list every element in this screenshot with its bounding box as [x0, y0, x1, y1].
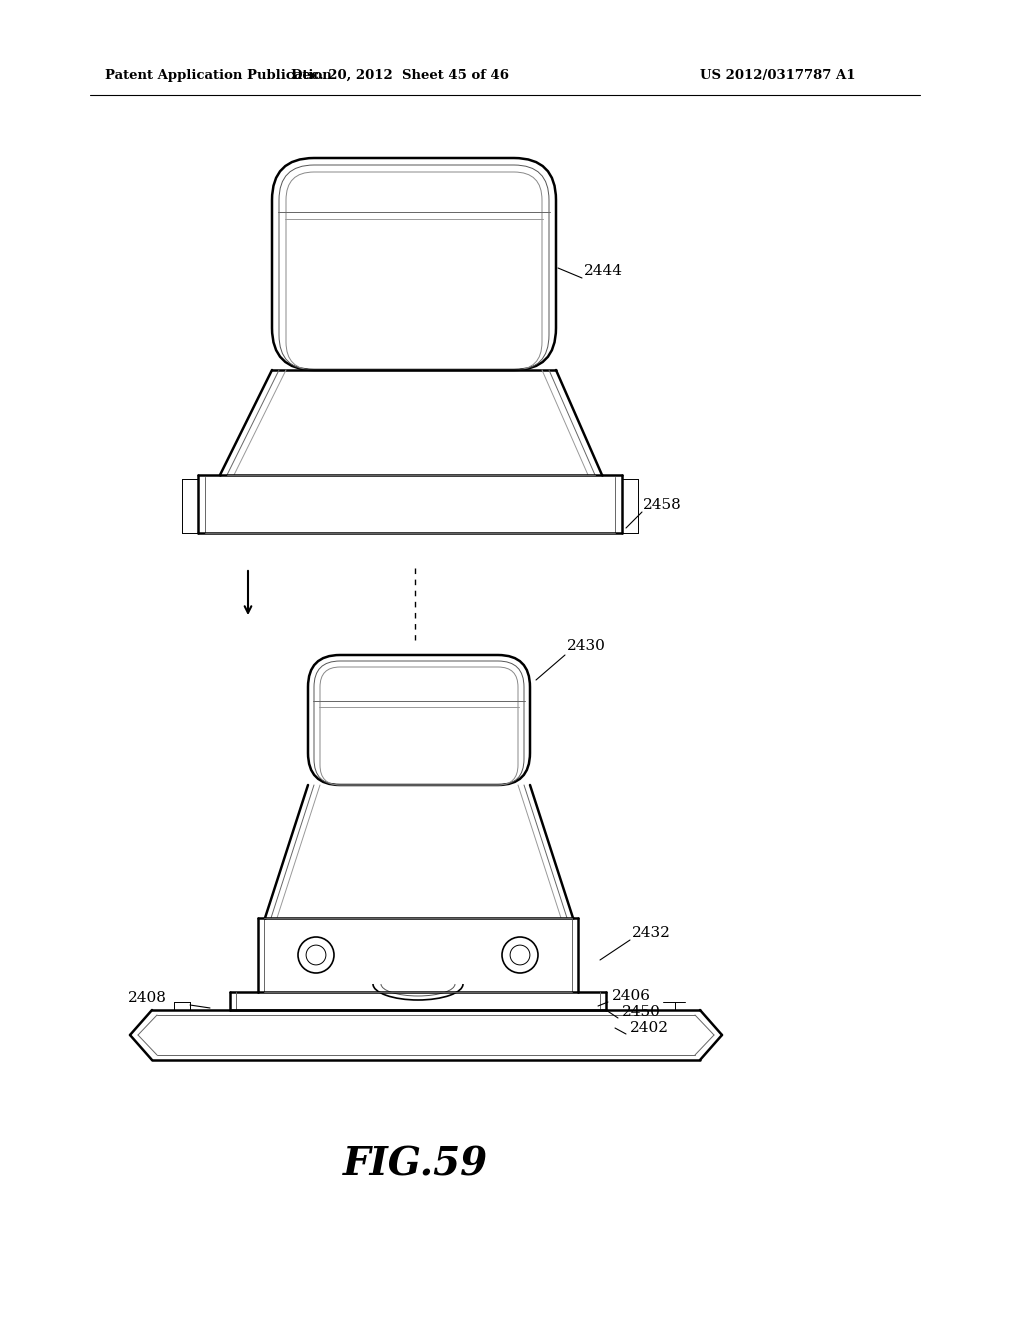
Text: Patent Application Publication: Patent Application Publication	[105, 69, 332, 82]
Text: 2402: 2402	[630, 1020, 669, 1035]
Text: FIG.59: FIG.59	[342, 1146, 487, 1184]
Text: 2458: 2458	[643, 498, 682, 512]
Text: 2432: 2432	[632, 927, 671, 940]
Text: 2406: 2406	[612, 989, 651, 1003]
FancyBboxPatch shape	[272, 158, 556, 370]
Text: 2450: 2450	[622, 1005, 660, 1019]
FancyBboxPatch shape	[308, 655, 530, 785]
Text: 2430: 2430	[567, 639, 606, 653]
Text: 2444: 2444	[584, 264, 623, 279]
Text: Dec. 20, 2012  Sheet 45 of 46: Dec. 20, 2012 Sheet 45 of 46	[291, 69, 509, 82]
Text: 2408: 2408	[128, 991, 167, 1005]
Text: US 2012/0317787 A1: US 2012/0317787 A1	[700, 69, 855, 82]
